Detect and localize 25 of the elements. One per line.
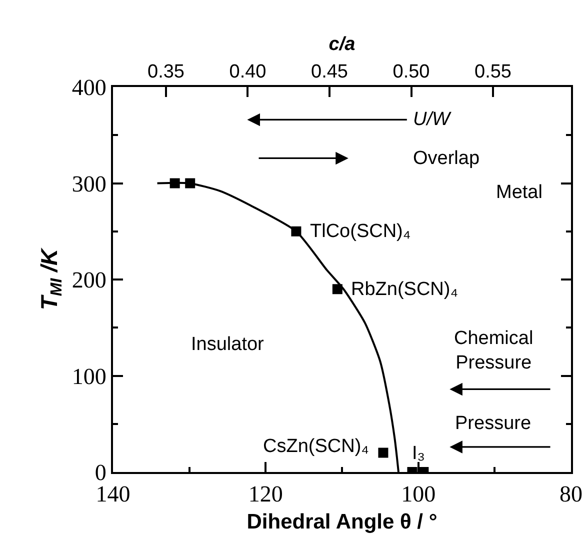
x-tick-label: 100 [401,482,436,507]
annotation: Insulator [191,334,265,355]
annotation: Metal [496,182,542,203]
x2-axis-title: c/a [328,34,356,55]
x2-tick-label: 0.55 [474,61,512,82]
annotation: Overlap [413,148,480,169]
x-tick-label: 120 [248,482,283,507]
annotation: Pressure [455,413,532,434]
x2-tick-label: 0.40 [229,61,266,82]
x2-tick-label: 0.45 [311,61,348,82]
annotation: TlCo(SCN)₄ [310,221,411,242]
y-tick-label: 100 [72,364,106,389]
annotation: U/W [413,109,452,130]
annotation: I₃ [412,443,426,464]
x2-tick-label: 0.50 [392,61,430,82]
annotation: CsZn(SCN)₄ [263,436,370,457]
y-tick-label: 300 [72,171,106,196]
point [332,284,342,294]
y-tick-label: 400 [72,75,106,100]
y-tick-label: 200 [72,268,106,293]
annotation: RbZn(SCN)₄ [351,279,458,300]
x2-tick-label: 0.35 [147,61,184,82]
x-axis-title: Dihedral Angle θ / ° [246,510,438,534]
annotation: Chemical Pressure [454,328,534,374]
x-tick-label: 80 [560,482,582,507]
